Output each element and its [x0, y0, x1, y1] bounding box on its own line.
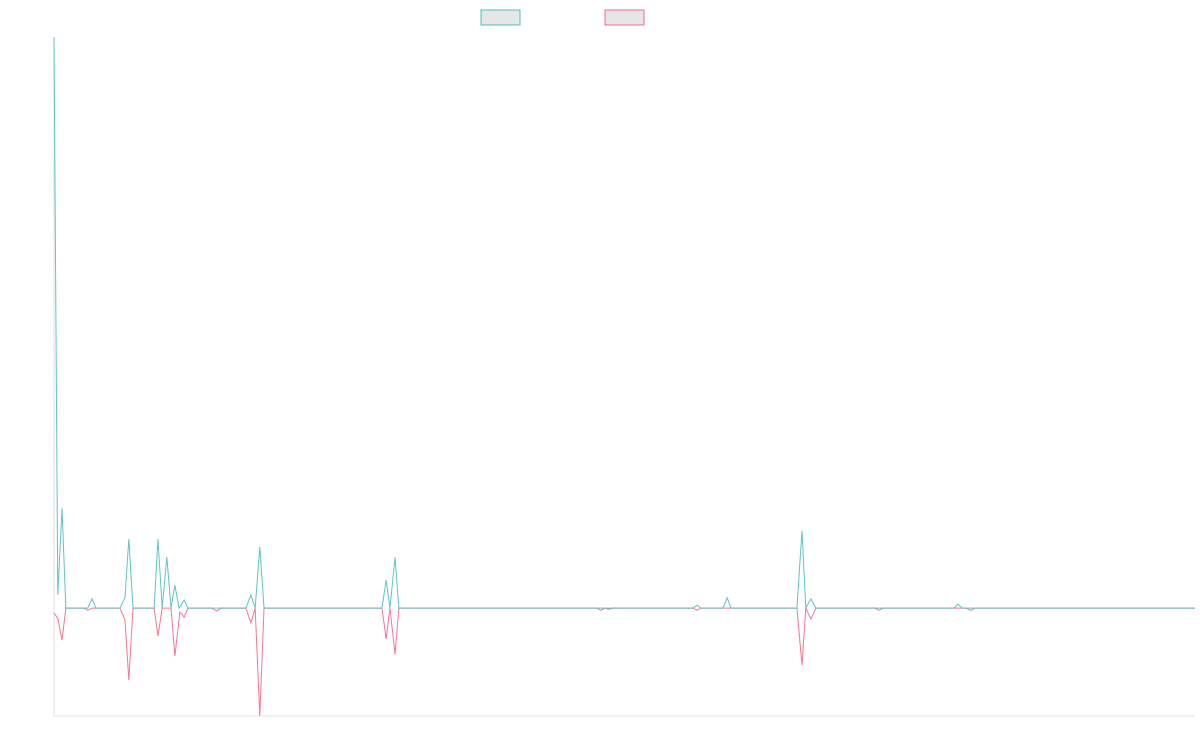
series-line	[53, 36, 1195, 610]
series-line	[53, 607, 1195, 717]
legend-swatch[interactable]	[480, 9, 521, 26]
legend-swatch[interactable]	[604, 9, 645, 26]
